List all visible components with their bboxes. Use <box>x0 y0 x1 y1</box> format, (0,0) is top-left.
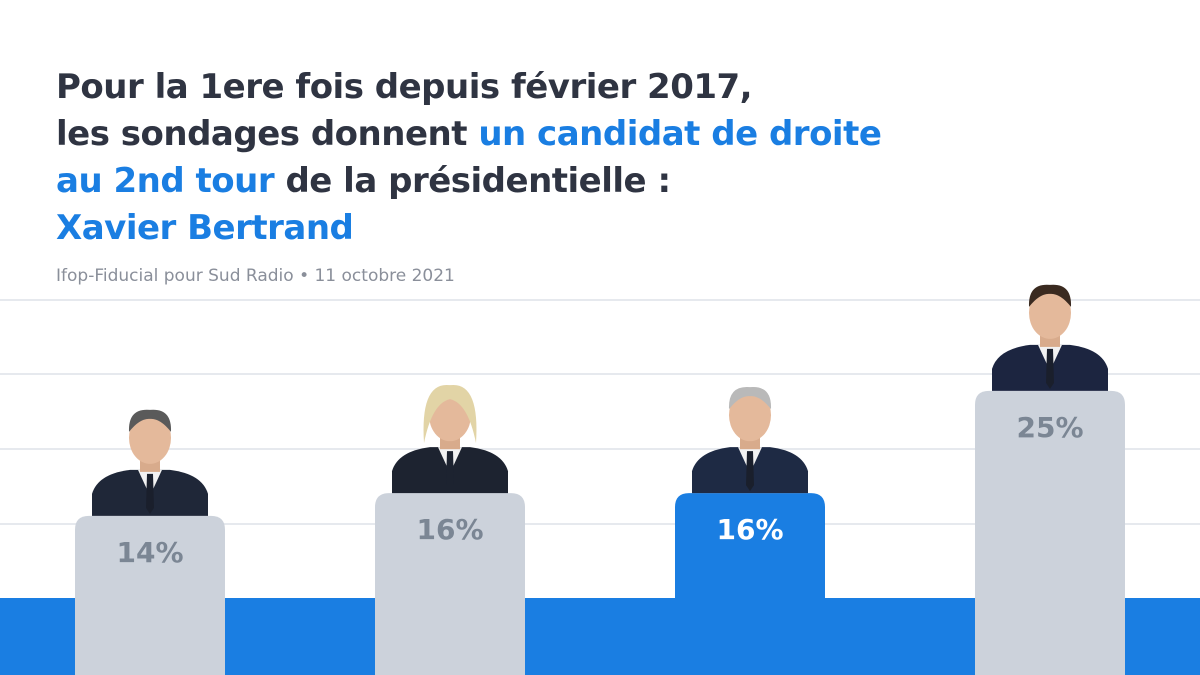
bar <box>375 493 525 675</box>
headline-line-2: les sondages donnent un candidat de droi… <box>56 111 1056 158</box>
bar <box>675 493 825 675</box>
bar <box>975 390 1125 675</box>
headline: Pour la 1ere fois depuis février 2017, l… <box>56 64 1056 252</box>
headline-line-3-accent: au 2nd tour <box>56 161 275 201</box>
candidate-portrait-icon <box>92 409 208 516</box>
bar-value-label: 14% <box>116 536 183 569</box>
candidate-portrait-icon <box>392 384 508 494</box>
headline-line-4: Xavier Bertrand <box>56 205 1056 252</box>
bar-labels: 14% 16% 16% 25% <box>116 411 1083 569</box>
candidate-portrait-icon <box>992 284 1108 391</box>
bar-value-label: 16% <box>416 513 483 546</box>
headline-line-3-text: de la présidentielle : <box>274 161 671 201</box>
portraits <box>92 284 1108 516</box>
bar-value-label: 16% <box>716 513 783 546</box>
headline-line-4-accent: Xavier Bertrand <box>56 208 354 248</box>
bars <box>75 390 1125 675</box>
headline-line-2-text: les sondages donnent <box>56 114 479 154</box>
headline-line-3: au 2nd tour de la présidentielle : <box>56 158 1056 205</box>
headline-line-1-text: Pour la 1ere fois depuis février 2017, <box>56 67 753 107</box>
bar-value-label: 25% <box>1016 411 1083 444</box>
source-subtitle: Ifop-Fiducial pour Sud Radio • 11 octobr… <box>56 266 455 286</box>
bar <box>75 515 225 675</box>
candidate-portrait-icon <box>692 387 808 494</box>
headline-line-1: Pour la 1ere fois depuis février 2017, <box>56 64 1056 111</box>
headline-line-2-accent: un candidat de droite <box>478 114 882 154</box>
